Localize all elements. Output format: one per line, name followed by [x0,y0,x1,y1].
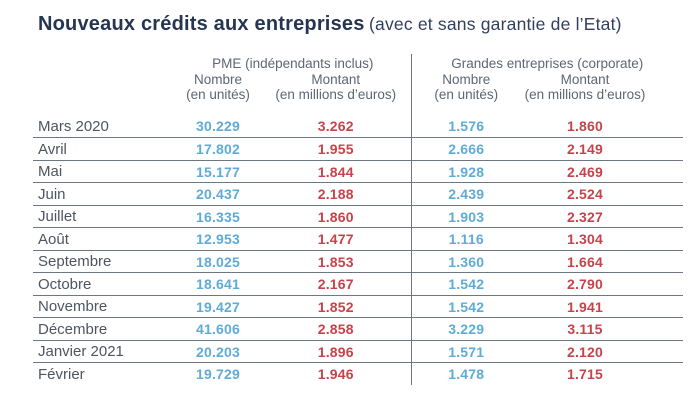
cell-ge-nombre: 2.439 [410,182,521,206]
cell-pme-montant: 2.858 [261,317,411,341]
row-month-label: Mars 2020 [33,115,175,139]
row-month-label: Août [33,227,175,251]
cell-pme-montant: 2.167 [261,272,411,296]
cell-ge-montant: 2.149 [521,137,683,161]
cell-ge-nombre: 1.478 [410,362,521,386]
cell-ge-montant: 2.120 [521,340,683,364]
cell-ge-montant: 2.790 [521,272,683,296]
table-row: Octobre 18.641 2.167 1.542 2.790 [33,272,683,296]
column-header-ge-nombre: Nombre (en unités) [410,72,521,116]
credits-table: PME (indépendants inclus) Grandes entrep… [33,54,683,386]
cell-ge-nombre: 1.116 [410,227,521,251]
column-header-pme-montant: Montant (en millions d’euros) [261,72,411,115]
row-month-label: Mai [33,160,175,184]
cell-ge-montant: 1.304 [521,227,683,251]
cell-pme-montant: 1.946 [317,366,354,383]
group-header-pme: PME (indépendants inclus) [212,56,374,71]
row-month-label: Avril [33,137,175,161]
row-month-label: Juin [33,182,175,206]
table-header: PME (indépendants inclus) Grandes entrep… [33,54,683,116]
column-header-unit: (en millions d’euros) [524,87,646,103]
cell-pme-montant: 2.188 [261,182,411,206]
cell-pme-montant: 1.477 [261,227,411,251]
column-header-label: Montant [311,72,361,88]
cell-ge-nombre: 1.360 [410,250,521,274]
table-row: Décembre 41.606 2.858 3.229 3.115 [33,317,683,341]
page-title-main: Nouveaux crédits aux entreprises [38,13,365,35]
cell-pme-nombre: 41.606 [175,317,261,341]
column-header-ge-montant: Montant (en millions d’euros) [521,72,683,115]
cell-ge-nombre: 1.903 [410,205,521,229]
column-header-pme-nombre: Nombre (en unités) [175,72,261,115]
cell-pme-nombre: 15.177 [175,160,261,184]
cell-pme-nombre: 19.729 [195,366,241,383]
table-row: Janvier 2021 20.203 1.896 1.571 2.120 [33,340,683,364]
row-month-label: Décembre [33,317,175,341]
cell-ge-montant: 1.715 [566,366,604,383]
cell-pme-montant: 1.955 [261,137,411,161]
cell-ge-montant: 1.664 [521,250,683,274]
header-spacer [33,54,175,72]
cell-pme-nombre: 20.203 [175,340,261,364]
cell-pme-nombre: 12.953 [175,227,261,251]
column-header-label: Nombre [193,72,242,88]
cell-ge-nombre: 1.576 [410,115,521,139]
group-header-grandes-entreprises: Grandes entreprises (corporate) [410,54,683,73]
cell-ge-nombre: 2.666 [410,137,521,161]
table-row: Mai 15.177 1.844 1.928 2.469 [33,160,683,184]
column-header-unit: (en millions d’euros) [275,87,397,103]
cell-pme-nombre: 18.025 [175,250,261,274]
table-row: Février 19.729 1.946 1.478 1.715 [33,362,683,386]
cell-pme-montant: 1.896 [261,340,411,364]
cell-pme-nombre: 17.802 [175,137,261,161]
column-header-unit: (en unités) [186,87,250,103]
cell-pme-montant: 1.860 [261,205,411,229]
cell-ge-montant: 2.524 [521,182,683,206]
cell-pme-nombre: 30.229 [175,115,261,139]
cell-ge-nombre: 3.229 [410,317,521,341]
cell-ge-montant: 2.469 [521,160,683,184]
cell-ge-montant: 1.941 [521,295,683,319]
table-row: Août 12.953 1.477 1.116 1.304 [33,227,683,251]
table-row: Mars 2020 30.229 3.262 1.576 1.860 [33,115,683,139]
row-month-label: Septembre [33,250,175,274]
cell-ge-montant: 1.860 [521,115,683,139]
table-body: Mars 2020 30.229 3.262 1.576 1.860 Avril 17.80… [33,115,683,386]
row-month-label: Juillet [33,205,175,229]
page-title-subtitle: (avec et sans garantie de l’Etat) [369,14,622,34]
table-row: Avril 17.802 1.955 2.666 2.149 [33,137,683,161]
table-row: Juillet 16.335 1.860 1.903 2.327 [33,205,683,229]
table-row: Novembre 19.427 1.852 1.542 1.941 [33,295,683,319]
cell-ge-nombre: 1.928 [410,160,521,184]
cell-ge-nombre: 1.542 [410,295,521,319]
cell-pme-nombre: 18.641 [175,272,261,296]
cell-pme-nombre: 19.427 [175,295,261,319]
cell-pme-montant: 1.852 [261,295,411,319]
page-title: Nouveaux crédits aux entreprises (avec e… [38,13,622,36]
cell-pme-montant: 1.844 [261,160,411,184]
cell-pme-montant: 3.262 [261,115,411,139]
header-spacer [33,72,175,115]
column-header-label: Nombre [442,72,491,88]
row-month-label: Février [38,365,85,383]
cell-pme-nombre: 16.335 [175,205,261,229]
cell-ge-montant: 2.327 [521,205,683,229]
cell-ge-nombre: 1.542 [410,272,521,296]
column-header-unit: (en unités) [434,87,499,103]
column-header-label: Montant [560,72,610,88]
table-row: Juin 20.437 2.188 2.439 2.524 [33,182,683,206]
cell-ge-montant: 3.115 [521,317,683,341]
cell-ge-nombre: 1.571 [410,340,521,364]
row-month-label: Octobre [33,272,175,296]
row-month-label: Janvier 2021 [33,340,175,364]
table-row: Septembre 18.025 1.853 1.360 1.664 [33,250,683,274]
row-month-label: Novembre [33,295,175,319]
cell-pme-montant: 1.853 [261,250,411,274]
cell-pme-nombre: 20.437 [175,182,261,206]
